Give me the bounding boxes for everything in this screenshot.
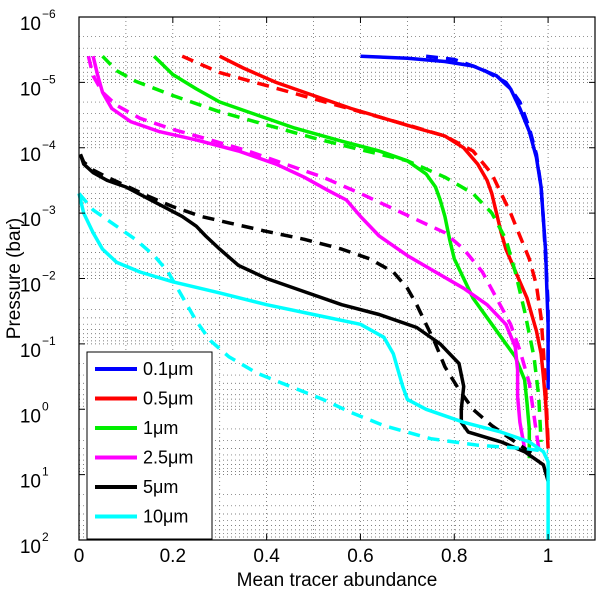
series-line-2.5-m (91, 55, 527, 449)
x-axis-title: Mean tracer abundance (237, 570, 438, 591)
x-tick-label: 0.8 (441, 546, 467, 567)
series-line-1-m-dashed (101, 54, 543, 442)
y-tick-label-base: 10 (20, 341, 41, 362)
series-line-0.1-m (360, 54, 550, 390)
x-tick-label: 0.4 (253, 546, 280, 567)
series-line-0.1-m-dashed (425, 54, 550, 390)
x-tick-label: 1 (543, 546, 554, 567)
series-line-0.5-m-dashed (181, 54, 550, 442)
y-tick-label-base: 10 (20, 210, 41, 231)
x-tick-label: 0.2 (160, 546, 186, 567)
legend-label: 0.1μm (143, 359, 193, 379)
y-tick-label-exponent: 1 (42, 465, 49, 479)
tick-layer: 0 0.2 0.4 0.6 0.8 110−610−510−410−310−210−110… (20, 7, 595, 567)
y-tick-label-exponent: −1 (42, 334, 56, 348)
legend-label: 0.5μm (143, 389, 193, 409)
y-tick-label-exponent: −3 (42, 203, 56, 217)
legend-label: 2.5μm (143, 448, 193, 468)
series-line-10-m (77, 193, 550, 540)
y-tick-label-exponent: −4 (42, 138, 56, 152)
y-tick-label-exponent: 2 (42, 530, 49, 544)
y-axis-title: Pressure (bar) (4, 218, 25, 339)
y-tick-label-base: 10 (20, 472, 41, 493)
legend-label: 1μm (143, 418, 178, 438)
y-tick-label-exponent: 0 (42, 399, 49, 413)
y-tick-label-base: 10 (20, 537, 41, 558)
y-tick-label-base: 10 (20, 276, 41, 297)
y-tick-label-exponent: −6 (42, 7, 56, 21)
y-tick-label-base: 10 (20, 14, 41, 35)
y-tick-label-base: 10 (20, 406, 41, 427)
x-tick-label: 0 (74, 546, 85, 567)
legend-label: 10μm (143, 507, 188, 527)
x-tick-label: 0.6 (347, 546, 373, 567)
legend-box (86, 351, 213, 540)
legend-label: 5μm (143, 477, 178, 497)
series-line-2.5-m-dashed (86, 55, 541, 449)
y-tick-label-base: 10 (20, 145, 41, 166)
y-tick-label-base: 10 (20, 79, 41, 100)
y-tick-label-exponent: −5 (42, 72, 56, 86)
y-tick-label-exponent: −2 (42, 269, 56, 283)
legend: 0.1μm 0.5μm 1μm 2.5μm 5μm 10μm (86, 351, 213, 540)
series-layer (77, 54, 550, 540)
